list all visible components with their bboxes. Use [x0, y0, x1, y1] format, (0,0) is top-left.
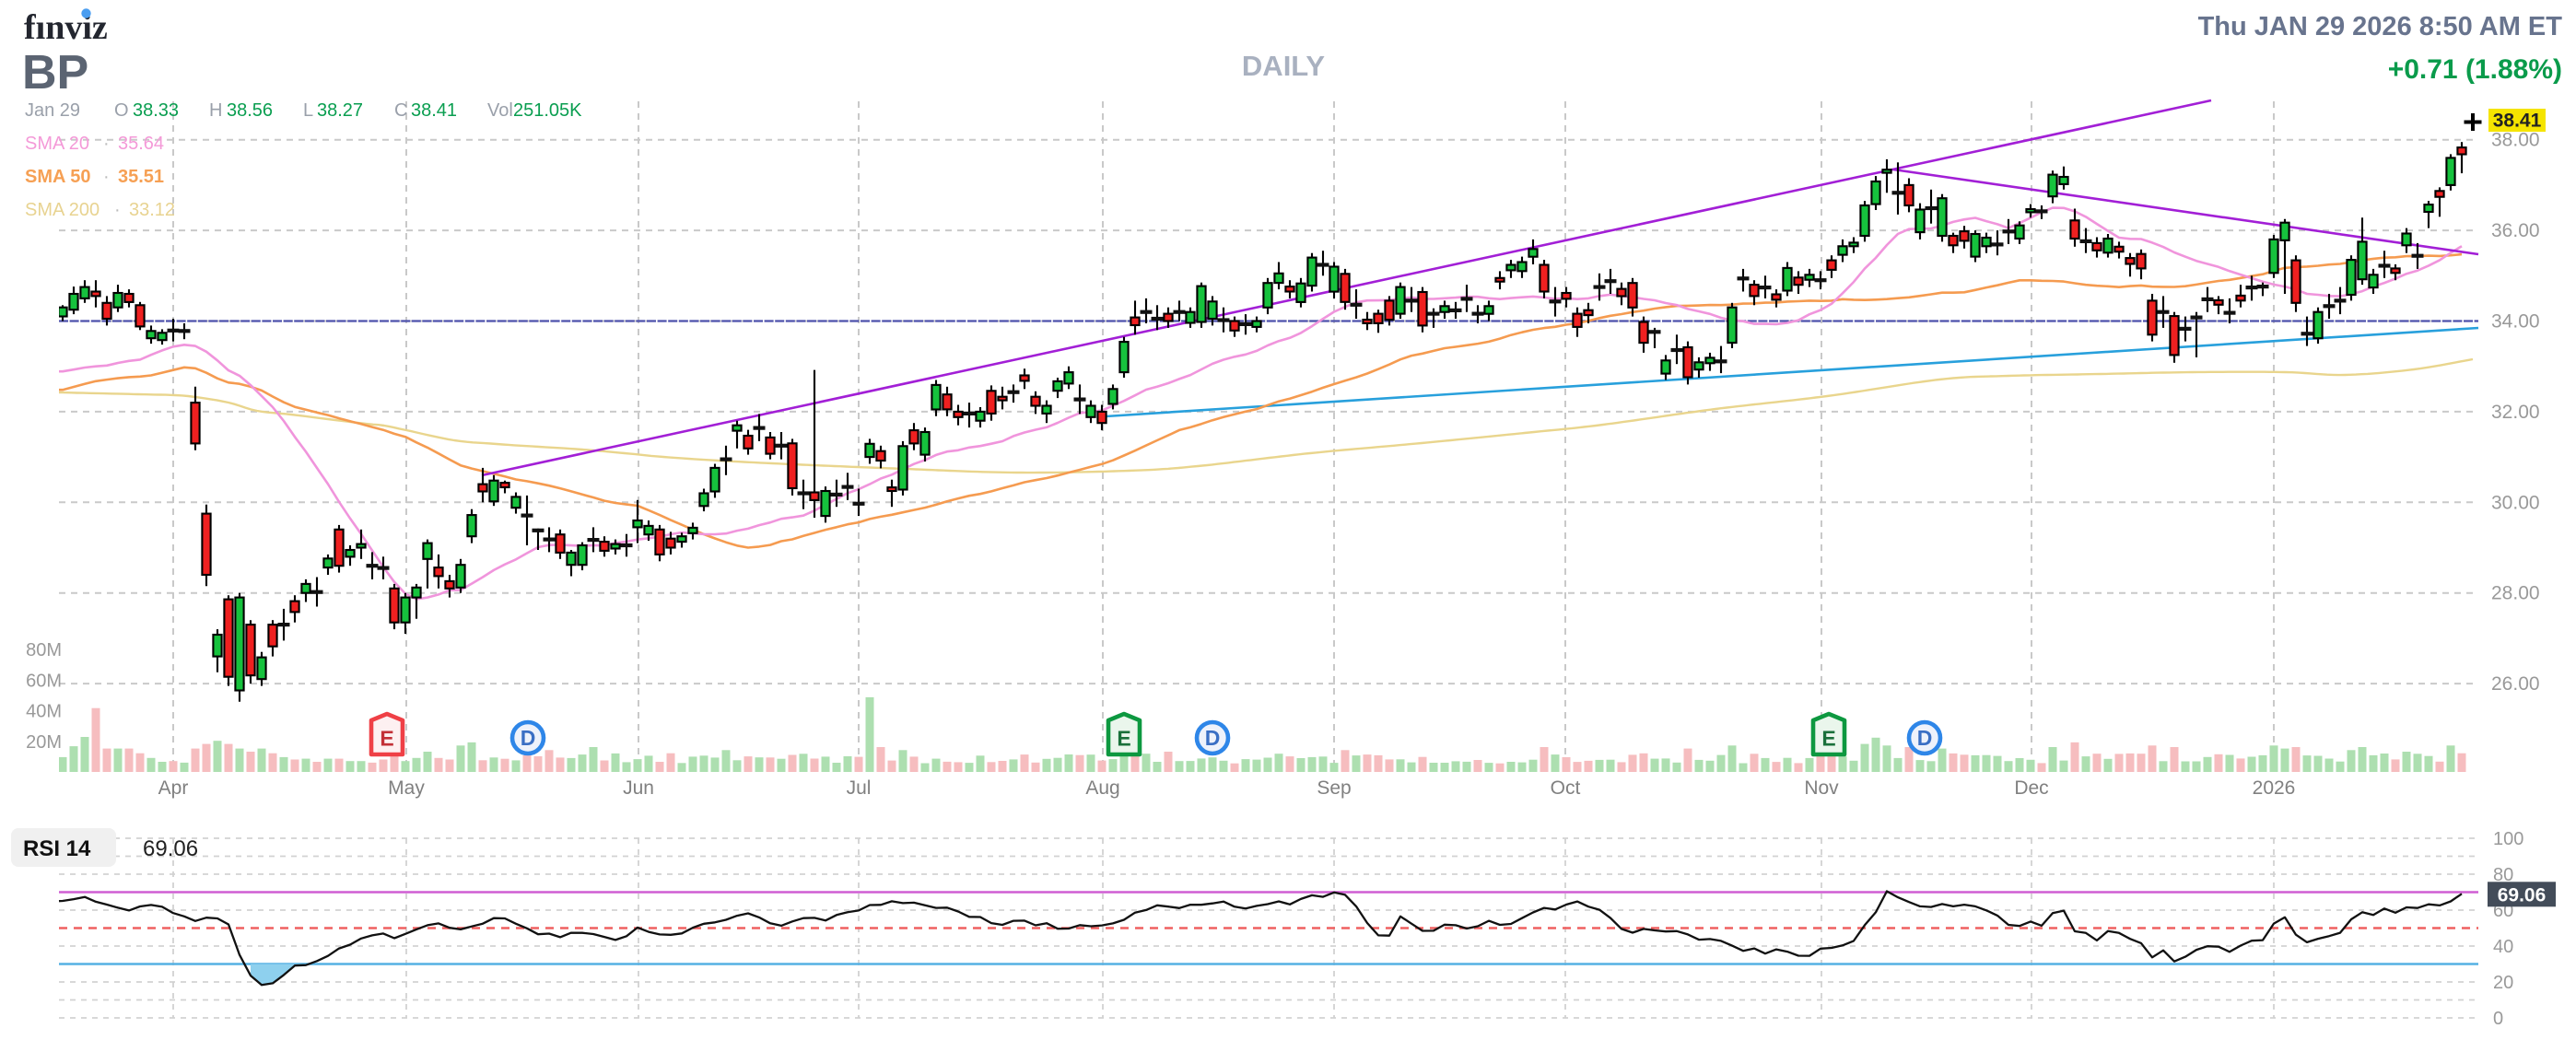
svg-text:28.00: 28.00: [2491, 583, 2540, 604]
svg-text:DAILY: DAILY: [1242, 50, 1325, 82]
svg-text:·: ·: [103, 167, 110, 187]
svg-text:0: 0: [2493, 1009, 2503, 1029]
svg-text:Sep: Sep: [1317, 777, 1351, 799]
svg-text:SMA 50: SMA 50: [25, 167, 91, 187]
svg-text:BP: BP: [22, 46, 88, 99]
svg-text:H: H: [209, 100, 222, 121]
svg-text:2026: 2026: [2253, 777, 2296, 799]
svg-text:35.51: 35.51: [118, 167, 164, 187]
svg-text:33.12: 33.12: [129, 200, 175, 220]
svg-text:fınviz: fınviz: [24, 8, 108, 47]
svg-text:O: O: [114, 100, 129, 121]
svg-text:80M: 80M: [26, 640, 62, 660]
svg-text:RSI 14: RSI 14: [23, 836, 91, 861]
svg-text:E: E: [1821, 727, 1835, 751]
svg-text:+0.71 (1.88%): +0.71 (1.88%): [2388, 54, 2562, 85]
svg-text:Dec: Dec: [2014, 777, 2048, 799]
svg-text:60M: 60M: [26, 671, 62, 691]
svg-text:Jun: Jun: [623, 777, 654, 799]
svg-text:Oct: Oct: [1551, 777, 1581, 799]
svg-text:SMA 200: SMA 200: [25, 200, 100, 220]
svg-text:38.41: 38.41: [2493, 111, 2542, 132]
svg-text:E: E: [1117, 727, 1130, 751]
svg-text:38.00: 38.00: [2491, 130, 2540, 151]
svg-text:Jul: Jul: [847, 777, 872, 799]
svg-text:38.27: 38.27: [317, 100, 363, 121]
svg-text:D: D: [1917, 726, 1933, 750]
svg-text:Aug: Aug: [1085, 777, 1119, 799]
svg-text:Apr: Apr: [158, 777, 189, 799]
svg-text:D: D: [1205, 726, 1221, 750]
svg-text:38.41: 38.41: [411, 100, 457, 121]
svg-text:·: ·: [103, 134, 110, 154]
svg-text:30.00: 30.00: [2491, 492, 2540, 513]
svg-text:May: May: [388, 777, 425, 799]
svg-text:35.64: 35.64: [118, 134, 164, 154]
svg-text:Nov: Nov: [1804, 777, 1839, 799]
svg-text:20: 20: [2493, 973, 2513, 993]
svg-text:38.56: 38.56: [227, 100, 273, 121]
svg-text:Jan 29: Jan 29: [25, 100, 80, 121]
svg-text:C: C: [394, 100, 407, 121]
svg-text:36.00: 36.00: [2491, 220, 2540, 241]
svg-text:SMA 20: SMA 20: [25, 134, 89, 154]
svg-text:40M: 40M: [26, 702, 62, 722]
svg-text:D: D: [521, 726, 536, 750]
svg-text:E: E: [380, 727, 393, 751]
svg-text:Vol: Vol: [487, 100, 513, 121]
svg-text:Thu JAN 29 2026 8:50 AM ET: Thu JAN 29 2026 8:50 AM ET: [2198, 12, 2563, 41]
svg-text:40: 40: [2493, 937, 2513, 957]
svg-text:20M: 20M: [26, 732, 62, 753]
svg-text:80: 80: [2493, 865, 2513, 885]
svg-text:34.00: 34.00: [2491, 311, 2540, 333]
svg-text:L: L: [303, 100, 313, 121]
svg-text:38.33: 38.33: [133, 100, 179, 121]
svg-text:32.00: 32.00: [2491, 402, 2540, 423]
svg-text:100: 100: [2493, 829, 2523, 849]
svg-text:251.05K: 251.05K: [513, 100, 582, 121]
svg-text:·: ·: [114, 200, 121, 220]
svg-text:69.06: 69.06: [2498, 884, 2547, 906]
svg-text:69.06: 69.06: [143, 836, 198, 861]
svg-text:26.00: 26.00: [2491, 673, 2540, 695]
